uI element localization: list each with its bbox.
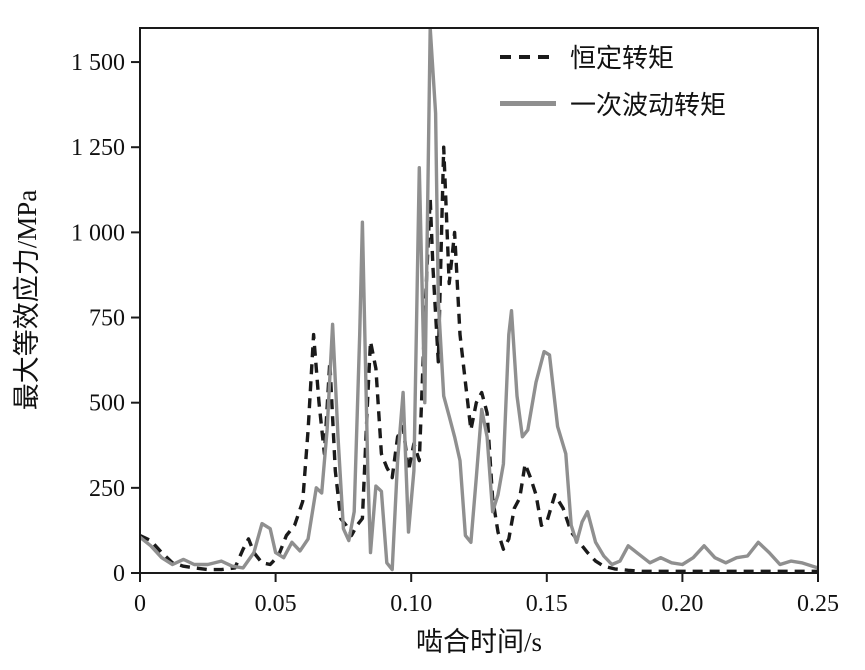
plot-area: 0 0.05 0.10 0.15 0.20 0.25 0 250 500 750 1 000 1 25…	[71, 27, 839, 617]
x-tick-label: 0	[134, 591, 146, 617]
y-tick-label: 1 000	[71, 220, 125, 246]
x-tick-label: 0.05	[255, 591, 297, 617]
legend-label-fluctuating-torque: 一次波动转矩	[570, 91, 727, 120]
x-tick-label: 0.10	[390, 591, 432, 617]
y-tick-label: 250	[89, 476, 125, 502]
legend-item-constant-torque: 恒定转矩	[500, 38, 726, 75]
legend-item-fluctuating-torque: 一次波动转矩	[500, 85, 726, 122]
y-tick-label: 1 250	[71, 135, 125, 161]
x-tick-label: 0.15	[526, 591, 568, 617]
plot-frame	[139, 27, 819, 574]
dashed-line-swatch	[500, 54, 556, 59]
series-line-fluctuating-torque	[140, 28, 818, 572]
y-tick-label: 0	[113, 561, 125, 587]
series-line-constant-torque	[140, 145, 818, 573]
y-axis-label: 最大等效应力/MPa	[12, 190, 42, 411]
x-tick-label: 0.20	[661, 591, 703, 617]
x-tick-label: 0.25	[797, 591, 839, 617]
y-tick-label: 1 500	[71, 50, 125, 76]
y-tick-label: 500	[89, 391, 125, 417]
legend-label-constant-torque: 恒定转矩	[570, 44, 675, 73]
solid-line-swatch	[500, 101, 556, 106]
y-tick-label: 750	[89, 306, 125, 332]
legend: 恒定转矩 一次波动转矩	[500, 38, 726, 122]
x-axis-label: 啮合时间/s	[416, 627, 542, 657]
